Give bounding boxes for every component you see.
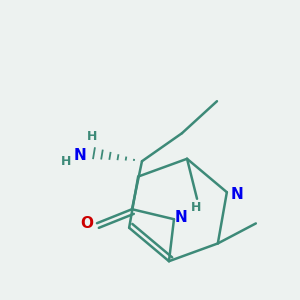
Text: H: H	[87, 130, 97, 143]
Text: H: H	[191, 201, 201, 214]
Text: N: N	[175, 210, 187, 225]
Text: N: N	[230, 187, 243, 202]
Text: O: O	[80, 216, 94, 231]
Text: N: N	[74, 148, 86, 163]
Text: H: H	[61, 155, 71, 168]
